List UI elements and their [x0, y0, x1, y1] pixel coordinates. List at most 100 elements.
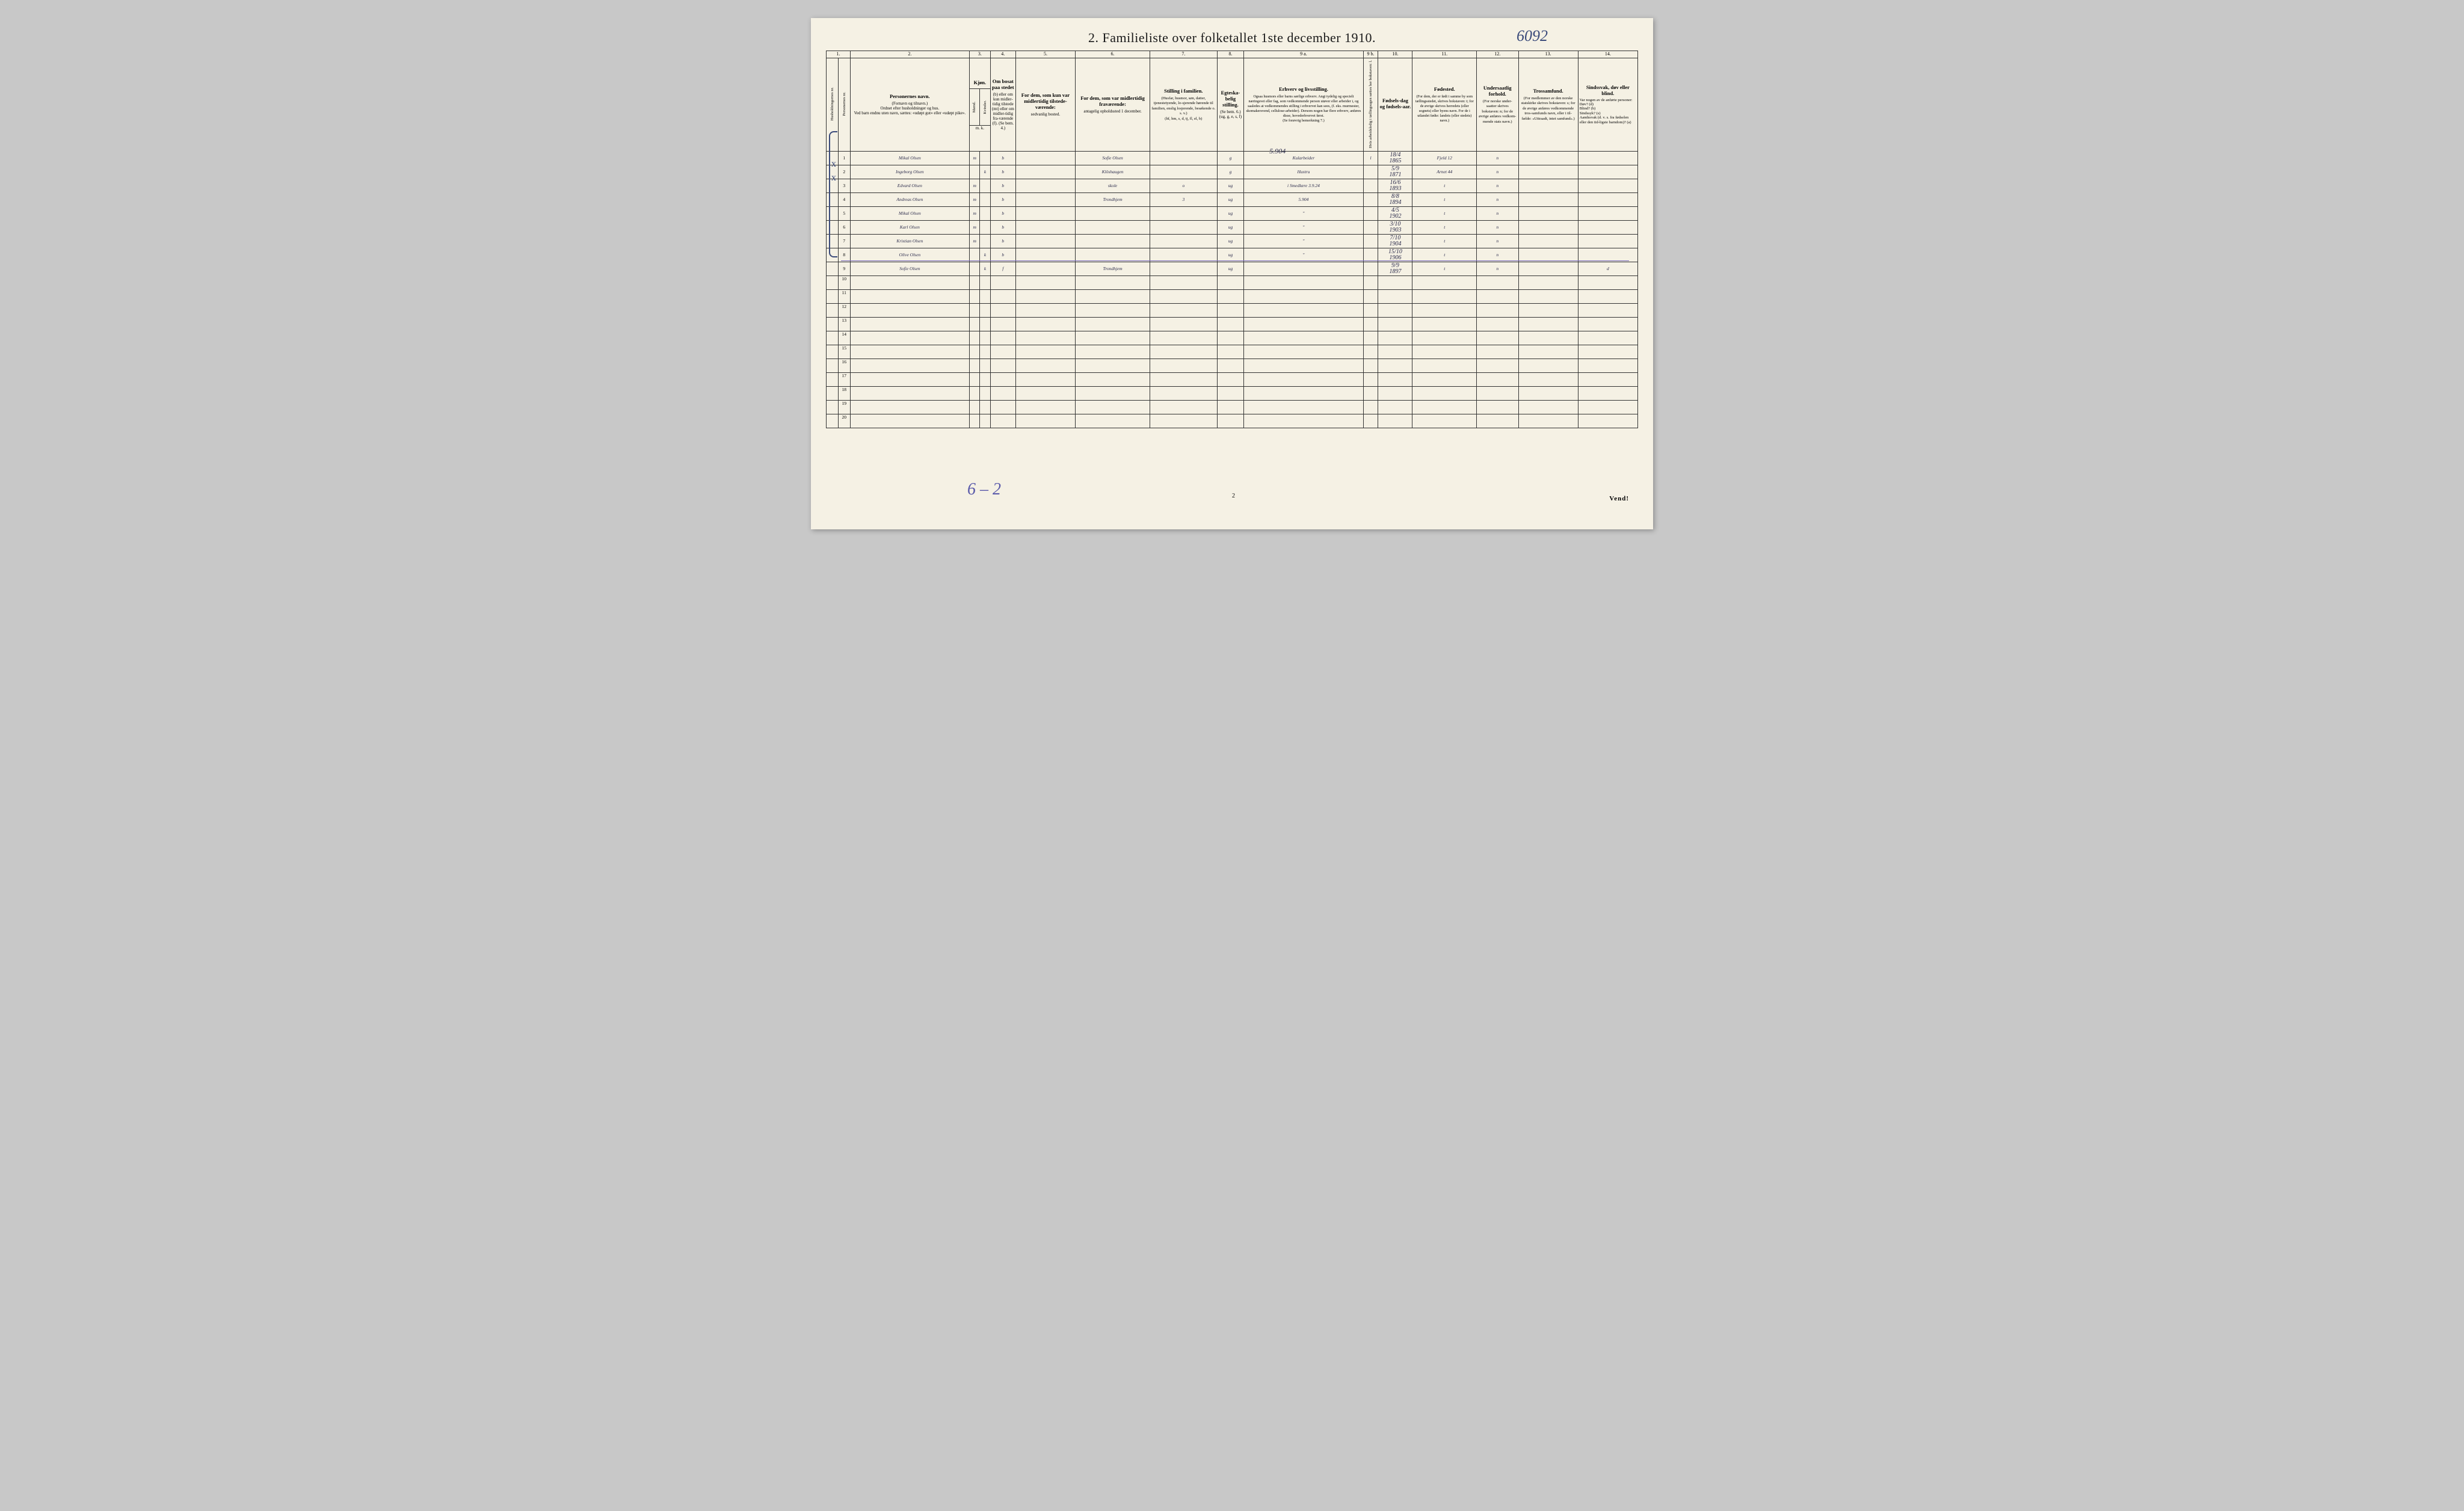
- empty-cell: [980, 276, 990, 290]
- person-num-cell: 16: [838, 359, 850, 373]
- colnum-2: 2.: [850, 51, 969, 58]
- empty-cell: [1076, 373, 1150, 387]
- empty-cell: [990, 387, 1015, 401]
- person-num-cell: 3: [838, 179, 850, 193]
- household-cell: [827, 373, 839, 387]
- empty-cell: [970, 359, 980, 373]
- empty-cell: [1412, 414, 1477, 428]
- empty-cell: [1378, 373, 1412, 387]
- empty-cell: [980, 414, 990, 428]
- empty-cell: [970, 373, 980, 387]
- religion-cell: [1518, 165, 1578, 179]
- colnum-13: 13.: [1518, 51, 1578, 58]
- empty-cell: [1477, 331, 1518, 345]
- empty-cell: [1244, 304, 1363, 318]
- empty-cell: [1217, 345, 1244, 359]
- table-row: 10: [827, 276, 1638, 290]
- unemployed-cell: [1363, 221, 1378, 235]
- empty-cell: [850, 331, 969, 345]
- marital-cell: ug: [1217, 235, 1244, 248]
- empty-cell: [990, 331, 1015, 345]
- colnum-11: 11.: [1412, 51, 1477, 58]
- empty-cell: [850, 387, 969, 401]
- disability-cell: [1578, 193, 1637, 207]
- household-cell: [827, 304, 839, 318]
- disability-cell: [1578, 152, 1637, 165]
- empty-cell: [1412, 373, 1477, 387]
- name-cell: Mikal Olsen: [850, 152, 969, 165]
- empty-cell: [850, 373, 969, 387]
- hdr-unemployed: Hvis arbeidsledig i tællingsugen sættes …: [1363, 58, 1378, 152]
- table-row: 2 Ingeborg Olsen k b Klöshaugen g Hustru…: [827, 165, 1638, 179]
- empty-cell: [990, 359, 1015, 373]
- family-pos-cell: [1150, 221, 1218, 235]
- family-bracket: [829, 131, 837, 257]
- birthplace-cell: t: [1412, 235, 1477, 248]
- person-num-cell: 9: [838, 262, 850, 276]
- unemployed-cell: [1363, 235, 1378, 248]
- table-row: 19: [827, 401, 1638, 414]
- household-cell: [827, 387, 839, 401]
- disability-cell: d: [1578, 262, 1637, 276]
- empty-cell: [1477, 318, 1518, 331]
- nationality-cell: n: [1477, 235, 1518, 248]
- residence-cell: b: [990, 235, 1015, 248]
- empty-cell: [970, 304, 980, 318]
- empty-cell: [1076, 318, 1150, 331]
- empty-cell: [1477, 414, 1518, 428]
- empty-cell: [1015, 414, 1075, 428]
- empty-cell: [850, 318, 969, 331]
- table-row: 13: [827, 318, 1638, 331]
- empty-cell: [990, 304, 1015, 318]
- empty-cell: [1015, 331, 1075, 345]
- empty-cell: [1150, 359, 1218, 373]
- empty-cell: [1015, 318, 1075, 331]
- unemployed-cell: [1363, 179, 1378, 193]
- sex-k-cell: [980, 221, 990, 235]
- family-pos-cell: [1150, 235, 1218, 248]
- nationality-cell: n: [1477, 179, 1518, 193]
- empty-cell: [1412, 359, 1477, 373]
- household-cell: [827, 414, 839, 428]
- empty-cell: [1518, 373, 1578, 387]
- empty-cell: [970, 276, 980, 290]
- empty-cell: [1244, 345, 1363, 359]
- birthplace-cell: t: [1412, 179, 1477, 193]
- empty-cell: [1363, 304, 1378, 318]
- birthdate-cell: 5/91871: [1378, 165, 1412, 179]
- empty-cell: [1363, 318, 1378, 331]
- name-cell: Kristian Olsen: [850, 235, 969, 248]
- table-row: 9 Sofie Olsen k f Trondhjem ug 9/91897 t…: [827, 262, 1638, 276]
- hdr-temp-present: For dem, som kun var midlertidig tilsted…: [1015, 58, 1075, 152]
- empty-cell: [990, 290, 1015, 304]
- empty-cell: [1076, 331, 1150, 345]
- empty-cell: [1477, 276, 1518, 290]
- empty-cell: [1378, 414, 1412, 428]
- residence-cell: b: [990, 221, 1015, 235]
- empty-cell: [1363, 345, 1378, 359]
- empty-cell: [1015, 359, 1075, 373]
- empty-cell: [1150, 387, 1218, 401]
- empty-cell: [1150, 414, 1218, 428]
- empty-cell: [970, 345, 980, 359]
- empty-cell: [1518, 290, 1578, 304]
- empty-cell: [1015, 290, 1075, 304]
- colnum-12: 12.: [1477, 51, 1518, 58]
- disability-cell: [1578, 207, 1637, 221]
- empty-cell: [1578, 318, 1637, 331]
- header-row: Husholdningernes nr. Personernes nr. Per…: [827, 58, 1638, 152]
- table-row: 1 Mikal Olsen m b Sofie Olsen g 5.904Kul…: [827, 152, 1638, 165]
- colnum-1: 1.: [827, 51, 851, 58]
- table-row: 11: [827, 290, 1638, 304]
- occupation-cell: ": [1244, 235, 1363, 248]
- empty-cell: [980, 359, 990, 373]
- table-body: 1 Mikal Olsen m b Sofie Olsen g 5.904Kul…: [827, 152, 1638, 428]
- sex-m-cell: [970, 262, 980, 276]
- name-cell: Mikal Olsen: [850, 207, 969, 221]
- temp-absent-cell: Klöshaugen: [1076, 165, 1150, 179]
- empty-cell: [1518, 414, 1578, 428]
- occupation-cell: ": [1244, 221, 1363, 235]
- empty-cell: [1518, 331, 1578, 345]
- empty-cell: [1150, 331, 1218, 345]
- colnum-14: 14.: [1578, 51, 1637, 58]
